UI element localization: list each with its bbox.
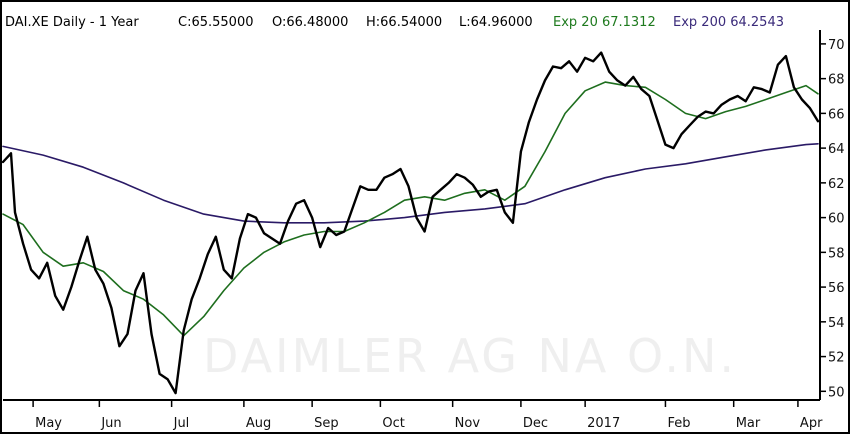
x-tick-label: Aug xyxy=(246,416,271,431)
x-tick-label: Jun xyxy=(100,416,121,431)
ema20-legend: Exp 20 67.1312 xyxy=(553,15,656,30)
y-tick-label: 70 xyxy=(828,38,845,53)
x-tick-label: 2017 xyxy=(587,416,620,431)
x-tick-label: Feb xyxy=(667,416,690,431)
y-tick-label: 54 xyxy=(828,316,845,331)
y-tick-label: 50 xyxy=(828,385,845,400)
y-axis-ticks: 50 52 54 56 58 60 62 64 66 68 70 xyxy=(820,38,845,400)
x-tick-label: Oct xyxy=(382,416,404,431)
x-tick-label: Apr xyxy=(800,416,823,431)
x-tick-label: Nov xyxy=(455,416,481,431)
high-value: H:66.54000 xyxy=(366,15,442,30)
ema200-legend: Exp 200 64.2543 xyxy=(673,15,784,30)
watermark-text: DAIMLER AG NA O.N. xyxy=(203,329,737,383)
price-series-line xyxy=(1,51,820,395)
x-tick-label: Mar xyxy=(736,416,761,431)
symbol-label: DAI.XE Daily - 1 Year xyxy=(5,15,139,30)
close-value: C:65.55000 xyxy=(178,15,254,30)
x-axis-ticks: May Jun Jul Aug Sep Oct Nov Dec 2017 Feb Mar Apr xyxy=(32,400,823,431)
y-tick-label: 64 xyxy=(828,142,845,157)
y-tick-label: 56 xyxy=(828,281,845,296)
x-tick-label: Jul xyxy=(173,416,190,431)
y-tick-label: 52 xyxy=(828,351,845,366)
y-tick-label: 58 xyxy=(828,246,845,261)
x-tick-label: May xyxy=(35,416,62,431)
low-value: L:64.96000 xyxy=(459,15,533,30)
y-tick-label: 68 xyxy=(828,73,845,88)
y-tick-label: 62 xyxy=(828,177,845,192)
y-tick-label: 66 xyxy=(828,107,845,122)
series-layer xyxy=(1,51,820,395)
x-tick-label: Sep xyxy=(314,416,339,431)
y-tick-label: 60 xyxy=(828,212,845,227)
open-value: O:66.48000 xyxy=(272,15,348,30)
chart-header: DAI.XE Daily - 1 Year C:65.55000 O:66.48… xyxy=(5,15,784,30)
ema20-series-line xyxy=(2,81,819,337)
x-tick-label: Dec xyxy=(523,416,548,431)
ema200-series-line xyxy=(2,143,819,224)
